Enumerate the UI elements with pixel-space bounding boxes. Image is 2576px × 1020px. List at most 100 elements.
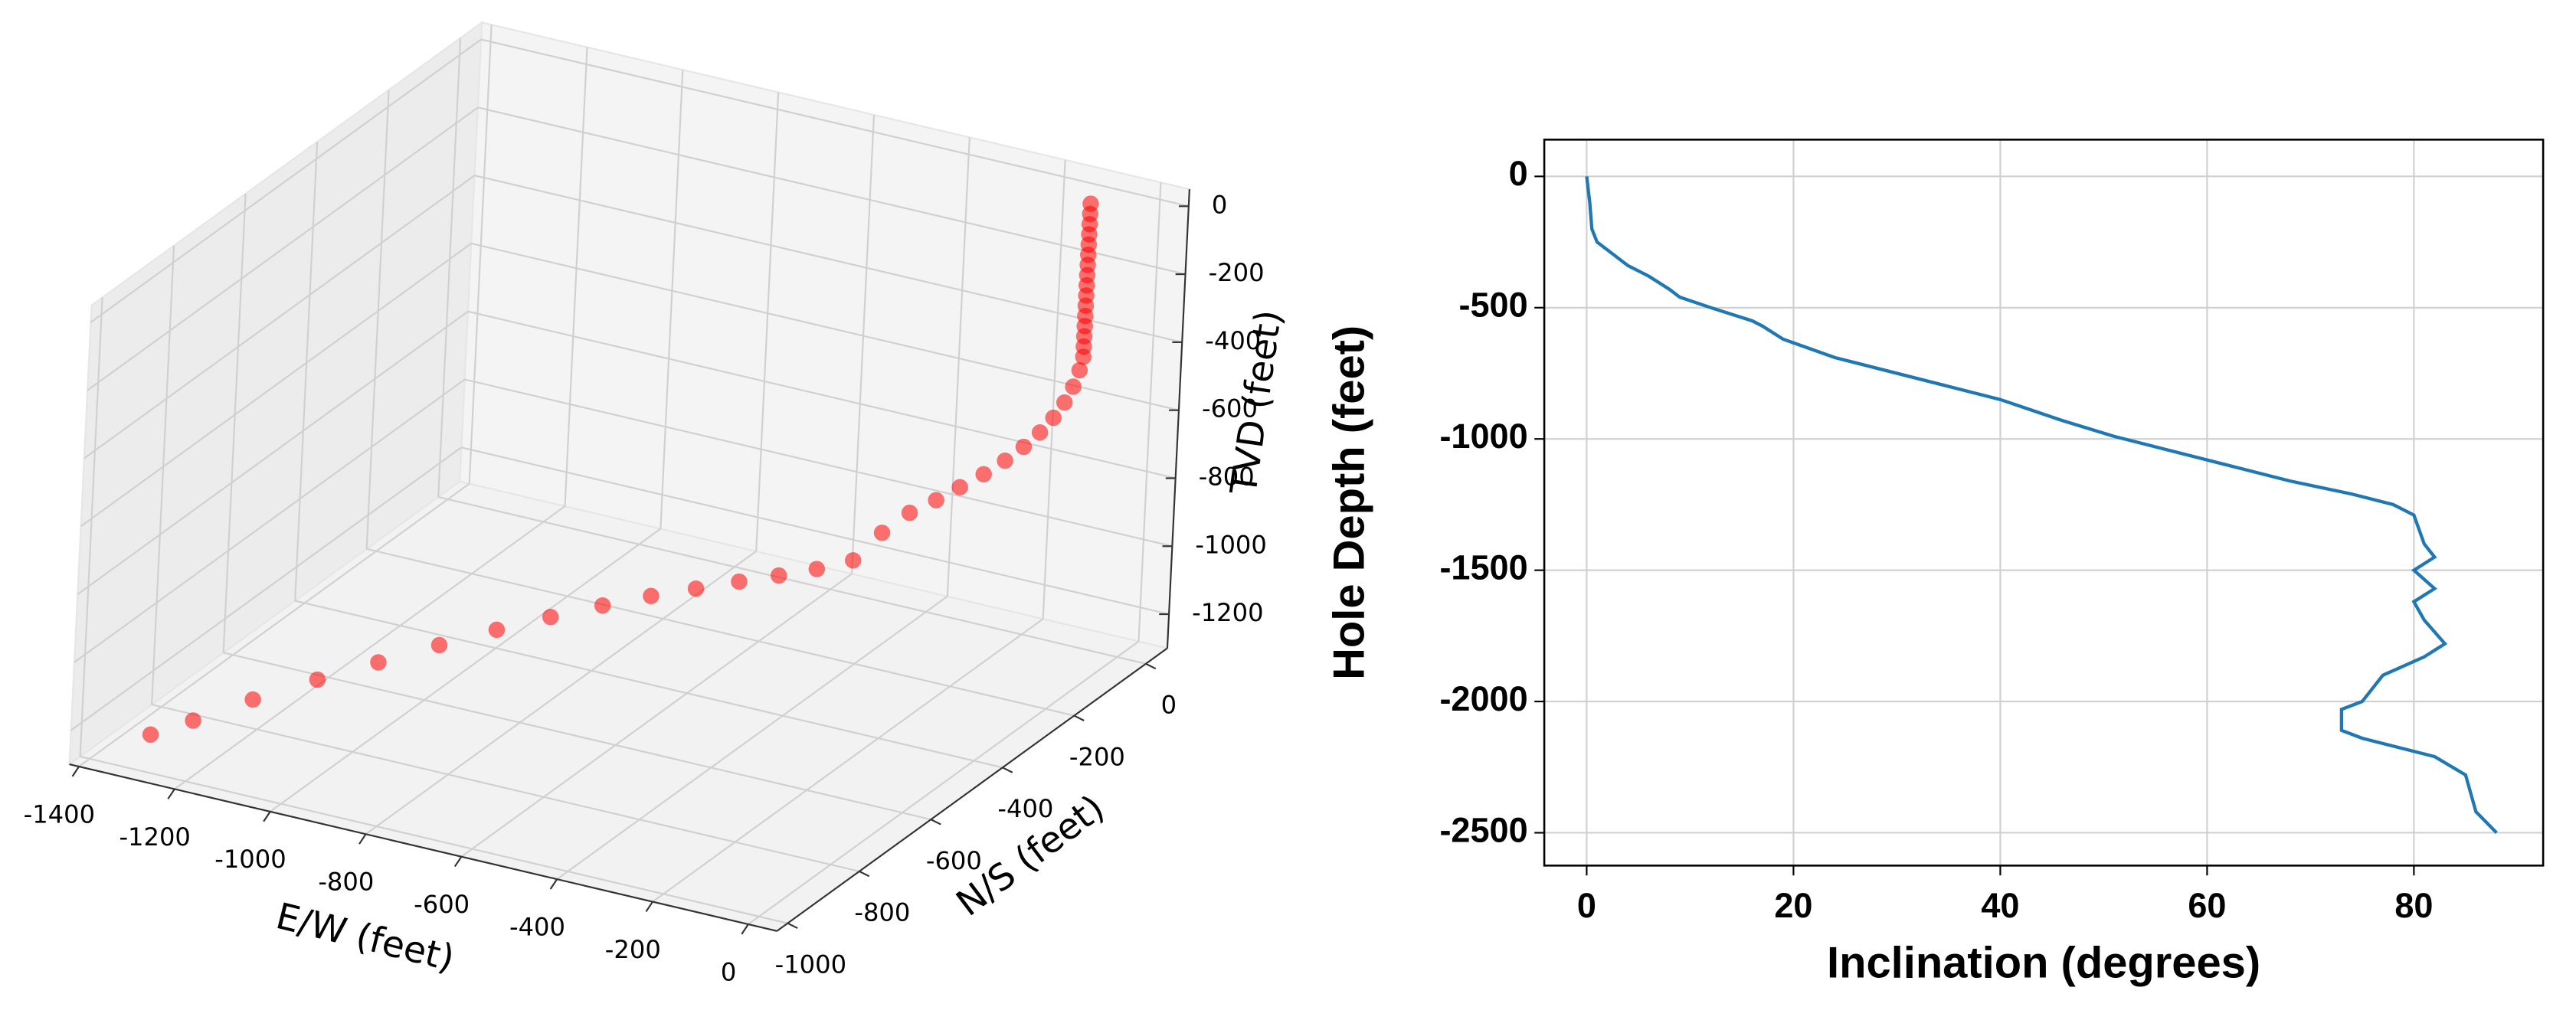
tick-mark <box>859 870 870 878</box>
x-tick-label: -200 <box>605 935 661 964</box>
y-tick-label: 0 <box>1509 154 1528 193</box>
x-tick-label: -400 <box>509 912 565 941</box>
well-point <box>901 504 918 521</box>
well-point <box>1056 394 1073 411</box>
z-tick-label: -1200 <box>1192 598 1263 627</box>
well-point <box>873 525 891 541</box>
tick-mark <box>1145 662 1157 670</box>
x-tick-label: -1200 <box>119 822 190 852</box>
tick-mark <box>1002 767 1013 773</box>
y-axis-title: Hole Depth (feet) <box>1324 325 1373 680</box>
grid-line <box>80 755 788 924</box>
well-point <box>951 479 968 495</box>
grid-line <box>151 245 175 705</box>
well-point <box>488 621 506 639</box>
grid-line <box>480 38 1190 208</box>
well-point <box>928 492 944 508</box>
tick-mark <box>930 819 941 825</box>
grid-line <box>79 297 103 757</box>
x-tick-label: 80 <box>2394 886 2433 925</box>
grid-line <box>468 25 493 484</box>
grid-line <box>755 92 780 551</box>
tick-mark <box>263 811 271 822</box>
well-point <box>1031 424 1049 441</box>
well-point <box>142 726 159 744</box>
well-point <box>643 587 660 605</box>
tick-mark <box>549 878 558 890</box>
well-point <box>430 636 448 654</box>
tick-mark <box>787 922 798 930</box>
y-tick-label: -200 <box>1069 742 1125 771</box>
x-tick-label: -600 <box>414 890 470 919</box>
grid-line <box>467 310 1176 479</box>
grid-line <box>660 70 684 529</box>
grid-line <box>83 175 476 459</box>
grid-line <box>556 595 948 881</box>
well-point <box>542 609 559 626</box>
well-point <box>309 671 326 688</box>
grid-line <box>90 38 482 323</box>
tick-mark <box>1073 714 1085 721</box>
y-tick-label: -1000 <box>1439 417 1527 456</box>
grid-line <box>460 573 853 858</box>
grid-line <box>437 38 462 498</box>
x-axis-title: Inclination (degrees) <box>1827 938 2260 987</box>
well-point <box>731 573 748 590</box>
z-tick-label: -1000 <box>1195 530 1266 559</box>
grid-line <box>471 242 1180 411</box>
well-point <box>687 580 705 597</box>
x-axis <box>69 763 777 932</box>
grid-line <box>366 548 1075 717</box>
well-point <box>1065 378 1082 395</box>
grid-line <box>78 482 470 767</box>
tick-mark <box>358 833 367 845</box>
x-tick-label: 60 <box>2188 886 2226 925</box>
x-tick-label: -1000 <box>214 845 286 874</box>
grid-line <box>365 90 390 549</box>
y-tick-label: -2000 <box>1439 679 1527 718</box>
z-tick-label: -400 <box>1205 326 1261 355</box>
grid-line <box>223 652 931 821</box>
y-axis <box>776 647 1168 932</box>
grid-line <box>748 640 1140 925</box>
x-tick-label: 0 <box>1577 886 1596 925</box>
z-tick-label: 0 <box>1212 190 1227 219</box>
grid-line <box>652 618 1044 903</box>
plot-frame <box>1543 139 2545 867</box>
tick-mark <box>71 766 80 777</box>
well-point <box>1015 438 1033 456</box>
x-tick-label: 40 <box>1981 886 2019 925</box>
grid-line <box>1042 159 1066 620</box>
well-point <box>370 654 387 671</box>
grid-line <box>946 137 971 597</box>
y-tick-label: -400 <box>997 794 1053 823</box>
grid-line <box>1137 182 1162 642</box>
grid-line <box>461 446 1170 616</box>
well-point <box>975 466 992 483</box>
grid-line <box>151 704 860 872</box>
tick-mark <box>645 901 653 913</box>
grid-line <box>222 193 247 653</box>
x-tick-label: 20 <box>1774 886 1812 925</box>
y-tick-label: -600 <box>926 846 982 875</box>
x-tick-label: -1400 <box>24 799 95 829</box>
z-axis <box>1166 189 1190 649</box>
tick-mark <box>453 856 463 868</box>
grid-line <box>477 106 1186 276</box>
y-tick-label: -800 <box>854 898 910 927</box>
grid-line <box>464 378 1173 548</box>
x-tick-label: -800 <box>318 868 374 897</box>
grid-line <box>80 243 472 528</box>
grid-line <box>850 114 876 574</box>
x-tick-label: 0 <box>721 957 736 986</box>
well-point <box>808 561 826 577</box>
grid-line <box>74 378 466 663</box>
well-point <box>1075 348 1092 365</box>
tick-mark <box>741 924 749 935</box>
grid-line <box>437 495 1147 665</box>
tick-mark <box>167 788 175 799</box>
well-point <box>185 712 201 729</box>
well-point <box>997 452 1013 469</box>
